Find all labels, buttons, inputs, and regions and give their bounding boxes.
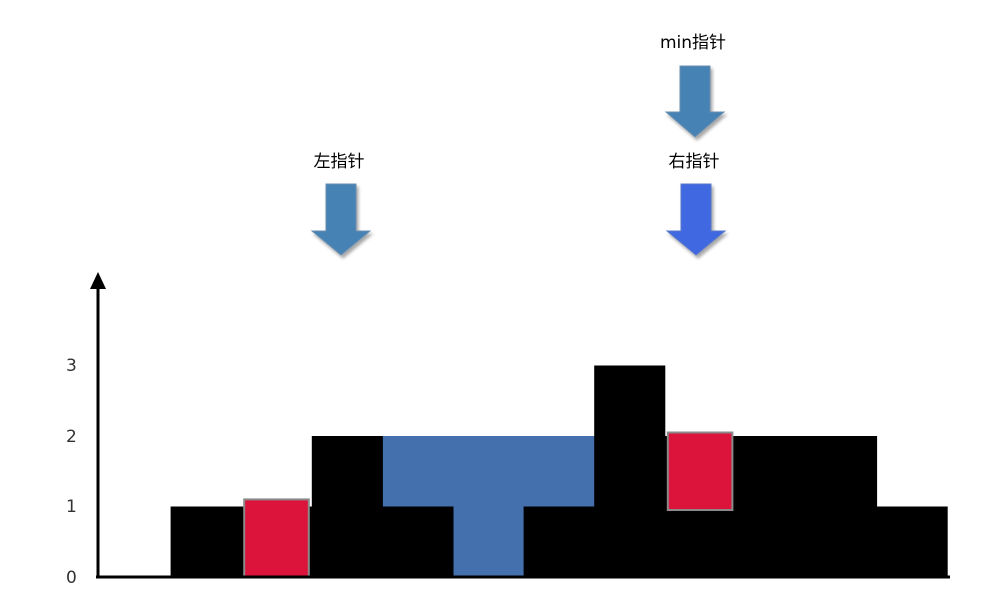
down-arrow-icon [310,183,372,256]
water-cell [523,436,595,507]
y-axis-arrow-icon [90,272,106,289]
water-cell [382,436,454,507]
y-axis-ticks: 0 1 2 3 [66,356,77,588]
pointer-label-left: 左指针 [314,152,365,172]
highlighted-bar [666,431,734,511]
down-arrow-icon [664,65,726,138]
elevation-bar [806,436,878,577]
highlighted-bars [243,431,734,578]
elevation-bar [735,436,807,577]
y-tick-label: 3 [66,356,77,376]
highlighted-bar [243,498,310,578]
elevation-bar [876,506,948,577]
elevation-bar [523,506,595,577]
water-cell [453,436,525,577]
pointer-label-right: 右指针 [669,152,720,172]
elevation-bar [594,365,666,577]
pointer-min: min指针 [660,33,726,138]
elevation-bar [382,506,454,577]
down-arrow-icon [665,183,727,256]
water-layer [382,436,595,577]
elevation-bar [311,436,383,577]
pointer-left: 左指针 [310,152,372,256]
pointer-right: 右指针 [665,152,727,256]
y-tick-label: 2 [66,427,77,447]
y-tick-label: 0 [66,568,77,588]
elevation-bar [170,506,242,577]
pointer-label-min: min指针 [660,33,726,53]
y-tick-label: 1 [66,497,77,517]
axes [90,272,950,579]
